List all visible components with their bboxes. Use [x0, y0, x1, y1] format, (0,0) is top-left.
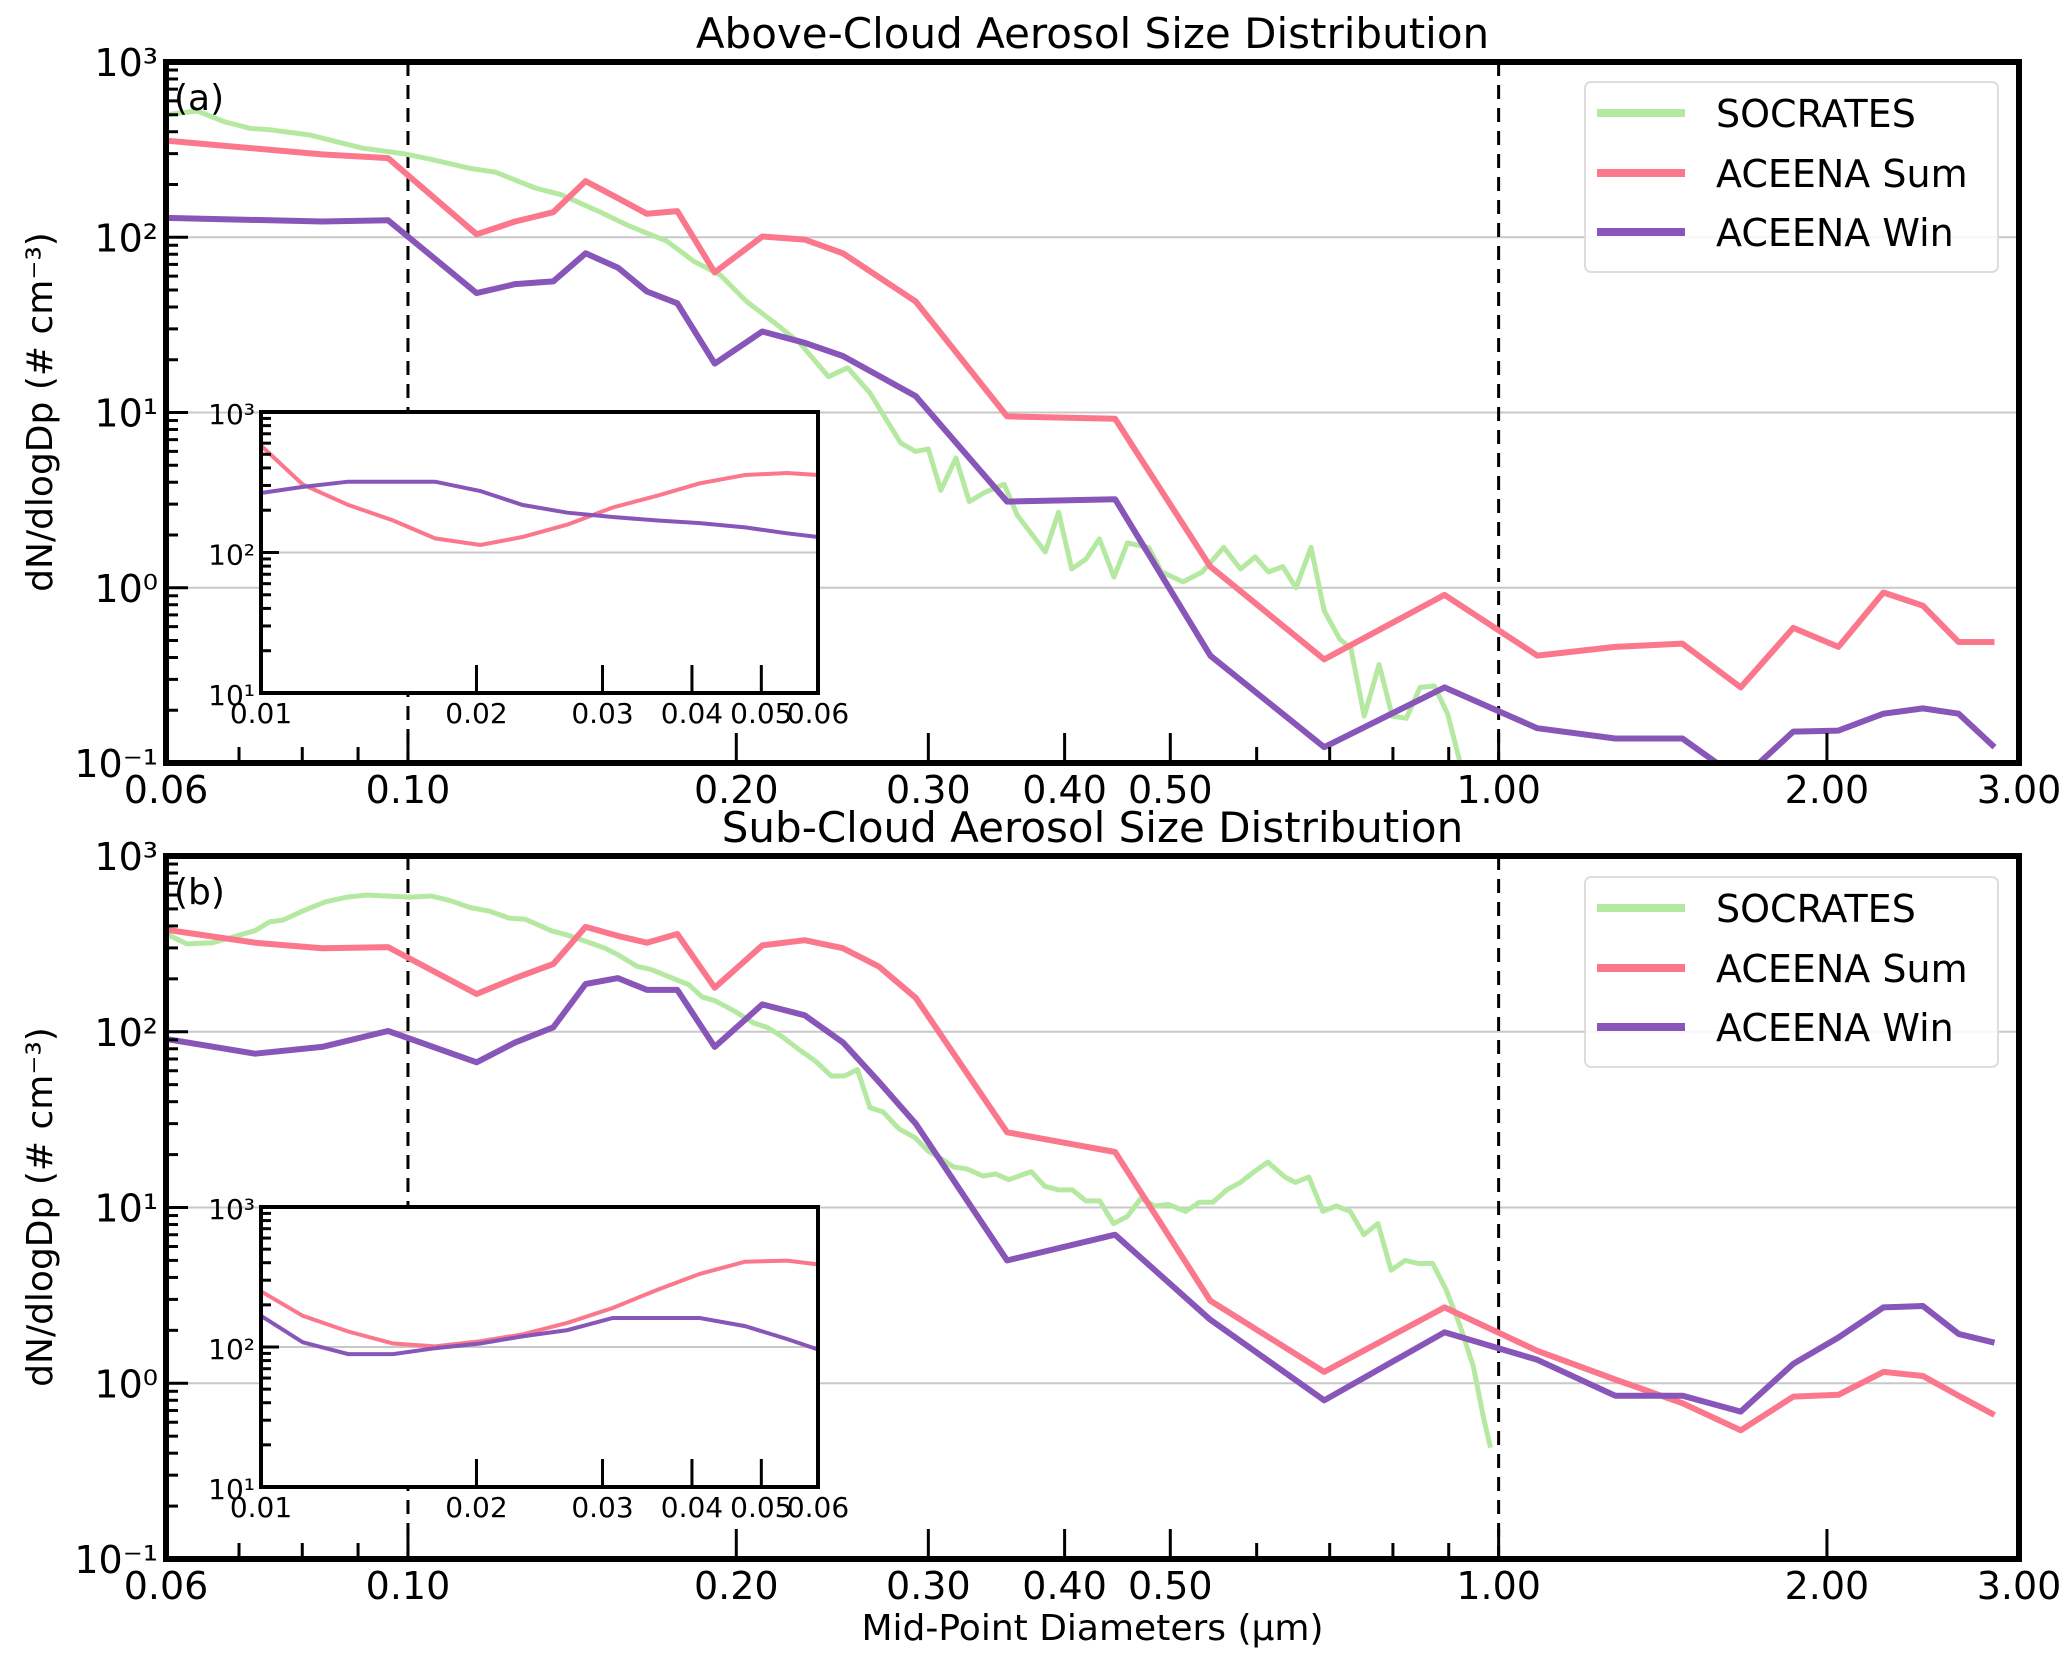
x-axis-label: Mid-Point Diameters (μm)	[861, 1608, 1323, 1649]
xtick-label: 0.10	[366, 1564, 451, 1608]
inset-xtick-label: 0.04	[661, 697, 723, 730]
inset: 10¹ 10² 10³ 0.01 0.02 0.03 0.04 0.050.06	[208, 398, 849, 730]
inset-ytick-label: 10³	[208, 398, 255, 431]
xtick-label: 0.20	[694, 768, 779, 812]
xtick-label: 0.50	[1128, 1564, 1213, 1608]
xtick-label: 2.00	[1785, 768, 1870, 812]
legend: SOCRATES ACEENA Sum ACEENA Win	[1584, 876, 1999, 1068]
ytick-label: 10⁰	[94, 1362, 158, 1406]
legend-label: SOCRATES	[1716, 92, 1916, 136]
xtick-label: 0.20	[694, 1564, 779, 1608]
legend-label: ACEENA Win	[1716, 1006, 1954, 1050]
xtick-label: 1.00	[1456, 1564, 1541, 1608]
ytick-label: 10²	[94, 1011, 158, 1055]
xtick-label: 1.00	[1456, 768, 1541, 812]
axes-frame	[163, 853, 2022, 1562]
chart-title: Sub-Cloud Aerosol Size Distribution	[722, 803, 1463, 852]
legend-label: ACEENA Sum	[1716, 152, 1968, 196]
ytick-label: 10⁰	[94, 567, 158, 611]
legend-label: ACEENA Sum	[1716, 947, 1968, 991]
panel-a: Above-Cloud Aerosol Size Distribution dN/…	[20, 9, 2061, 812]
ytick-label: 10³	[94, 41, 158, 85]
inset-ytick-label: 10²	[208, 539, 255, 572]
inset-frame	[259, 410, 820, 695]
ytick-label: 10¹	[94, 392, 158, 436]
xtick-label: 0.50	[1128, 768, 1213, 812]
inset: 10¹ 10² 10³ 0.01 0.02 0.03 0.04 0.050.06	[208, 1193, 849, 1524]
inset-xtick-label: 0.04	[661, 1491, 723, 1524]
inset-ytick-label: 10²	[208, 1333, 255, 1366]
xtick-label: 2.00	[1785, 1564, 1870, 1608]
inset-xtick-label: 0.03	[571, 1491, 633, 1524]
series-group	[166, 892, 1996, 1449]
xtick-label: 0.40	[1022, 1564, 1107, 1608]
series-line-socrates	[166, 892, 1493, 1449]
ytick-label: 10³	[94, 835, 158, 879]
ytick-label: 10²	[94, 216, 158, 260]
legend-label: ACEENA Win	[1716, 211, 1954, 255]
legend: SOCRATES ACEENA Sum ACEENA Win	[1584, 81, 1999, 273]
inset-series-line-aceena-win	[260, 479, 819, 539]
series-group	[166, 108, 1997, 763]
inset-series-line-aceena-win	[259, 1314, 819, 1357]
series-line-aceena-sum	[166, 923, 1996, 1434]
ytick-label: 10⁻¹	[74, 742, 158, 786]
inset-frame	[259, 1205, 820, 1489]
inset-xtick-label: 0.01	[230, 1491, 292, 1524]
series-line-aceena-win	[166, 214, 1997, 763]
inset-ytick-label: 10¹	[208, 679, 255, 712]
inset-xtick-label: 0.01	[230, 697, 292, 730]
y-axis-label: dN/dlogDp (# cm⁻³)	[20, 1027, 61, 1387]
xtick-label: 0.10	[366, 768, 451, 812]
inset-xtick-label: 0.02	[445, 697, 507, 730]
xtick-label: 0.30	[886, 1564, 971, 1608]
series-line-aceena-sum	[166, 137, 1995, 691]
panel-b: Sub-Cloud Aerosol Size Distribution dN/dl…	[20, 803, 2061, 1649]
xtick-label: 0.06	[124, 1564, 209, 1608]
xtick-label: 0.06	[124, 768, 209, 812]
ytick-label: 10⁻¹	[74, 1538, 158, 1582]
inset-xtick-label: 0.05	[730, 1491, 792, 1524]
series-line-socrates	[166, 108, 1463, 763]
inset-series-line-aceena-sum	[259, 444, 819, 548]
xtick-label: 3.00	[1977, 1564, 2062, 1608]
inset-xtick-label: 0.02	[445, 1491, 507, 1524]
axes-frame	[163, 59, 2022, 766]
xtick-label: 0.30	[886, 768, 971, 812]
xtick-label: 3.00	[1977, 768, 2062, 812]
panel-label: (b)	[174, 872, 225, 913]
legend-box	[1584, 81, 1999, 273]
ytick-label: 10¹	[94, 1187, 158, 1231]
inset-ytick-label: 10³	[208, 1193, 255, 1226]
inset-ytick-label: 10¹	[208, 1473, 255, 1506]
inset-xtick-label: 0.06	[787, 697, 849, 730]
inset-xtick-label: 0.05	[730, 697, 792, 730]
inset-xtick-label: 0.03	[571, 697, 633, 730]
panel-label: (a)	[174, 78, 224, 119]
y-axis-label: dN/dlogDp (# cm⁻³)	[20, 232, 61, 592]
legend-box	[1584, 876, 1999, 1068]
chart-title: Above-Cloud Aerosol Size Distribution	[696, 9, 1489, 58]
xtick-label: 0.40	[1022, 768, 1107, 812]
inset-series-line-aceena-sum	[259, 1258, 819, 1349]
legend-label: SOCRATES	[1716, 887, 1916, 931]
inset-xtick-label: 0.06	[787, 1491, 849, 1524]
series-line-aceena-win	[166, 975, 1996, 1415]
